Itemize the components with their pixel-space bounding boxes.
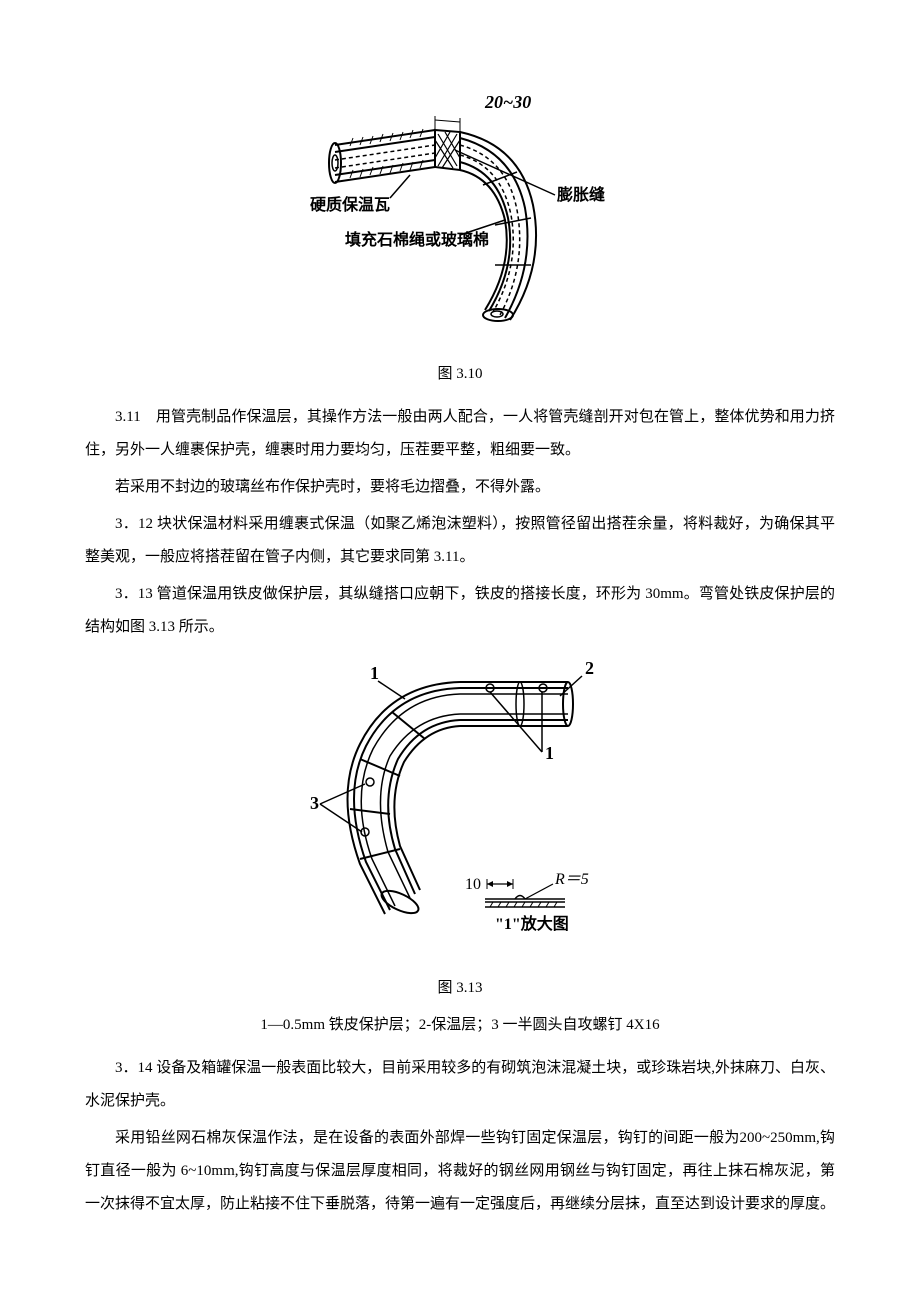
para-lead: 采用铅丝网石棉灰保温作法，是在设备的表面外部焊一些钩钉固定保温层，钩钉的间距一般… (85, 1122, 835, 1221)
detail-caption: "1"放大图 (495, 914, 569, 933)
figure-3-10-caption: 图 3.10 (437, 358, 482, 391)
figure-3-10: 20~30 硬质保温瓦 膨胀缝 填充石棉绳或玻璃棉 图 3.10 (85, 90, 835, 391)
left-label: 硬质保温瓦 (310, 195, 390, 214)
figure-3-13-caption: 图 3.13 (437, 972, 482, 1005)
para-3-12: 3．12 块状保温材料采用缠裹式保温（如聚乙烯泡沫塑料），按照管径留出搭茬余量，… (85, 508, 835, 574)
detail-R: R＝5 (554, 871, 589, 888)
callout-2: 2 (585, 658, 594, 678)
diagram-3-10: 20~30 硬质保温瓦 膨胀缝 填充石棉绳或玻璃棉 (295, 90, 625, 350)
para-3-13: 3．13 管道保温用铁皮做保护层，其纵缝搭口应朝下，铁皮的搭接长度，环形为 30… (85, 578, 835, 644)
right-label: 膨胀缝 (557, 185, 605, 204)
para-3-14: 3．14 设备及箱罐保温一般表面比较大，目前采用较多的有砌筑泡沫混凝土块，或珍珠… (85, 1052, 835, 1118)
callout-3: 3 (310, 793, 319, 813)
detail-10: 10 (465, 876, 481, 893)
figure-3-13-legend: 1—0.5mm 铁皮保护层；2-保温层；3 一半圆头自攻螺钉 4X16 (260, 1009, 659, 1042)
callout-1: 1 (370, 663, 379, 683)
dim-label: 20~30 (484, 92, 531, 112)
callout-1b: 1 (545, 743, 554, 763)
diagram-3-13: 1 2 3 1 10 R＝5 (290, 654, 630, 964)
figure-3-13: 1 2 3 1 10 R＝5 (85, 654, 835, 1042)
para-3-11: 3.11 用管壳制品作保温层，其操作方法一般由两人配合，一人将管壳缝剖开对包在管… (85, 401, 835, 467)
para-glass: 若采用不封边的玻璃丝布作保护壳时，要将毛边摺叠，不得外露。 (85, 471, 835, 504)
